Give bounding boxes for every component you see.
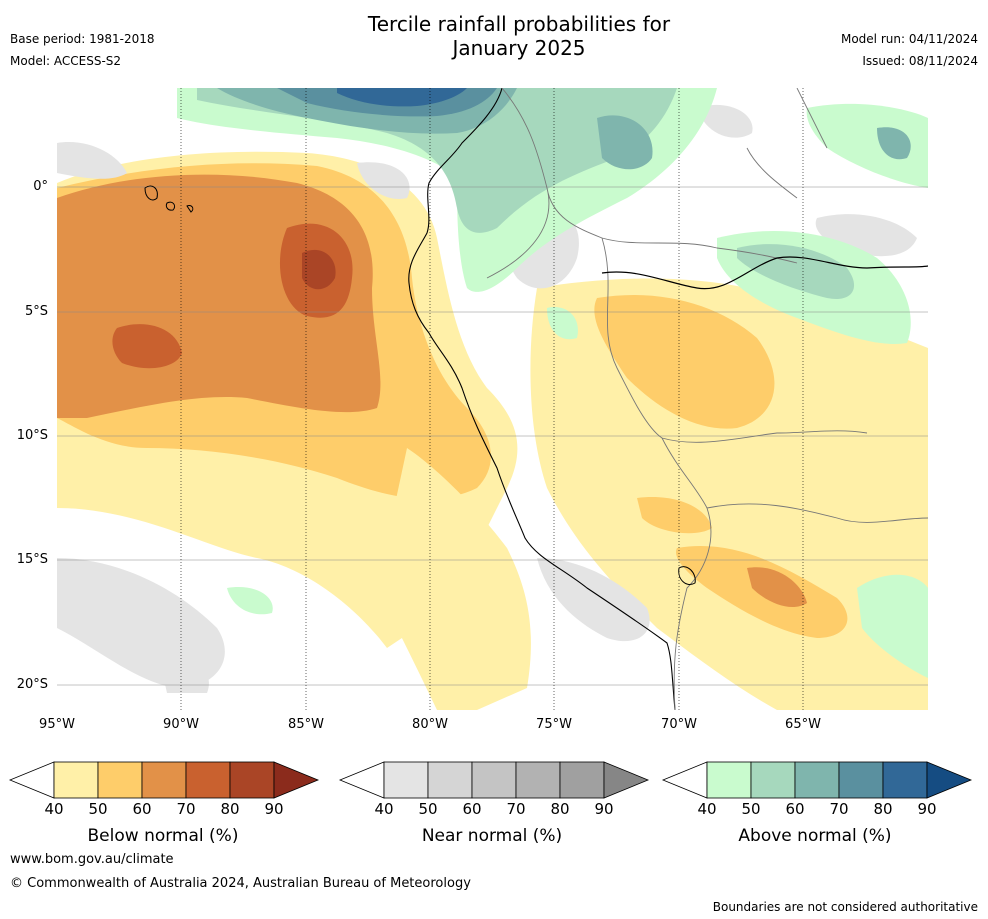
lon-tick-75w: 75°W	[536, 717, 572, 732]
colorbar-extend-low	[8, 761, 55, 799]
below-80-ocean	[302, 249, 336, 290]
model-text: Model: ACCESS-S2	[10, 54, 122, 68]
meta-right: Model run: 04/11/2024 Issued: 08/11/2024	[841, 28, 978, 72]
model-run-text: Model run: 04/11/2024	[840, 32, 978, 46]
colorbar-tick-label: 50	[741, 800, 761, 818]
colorbar-segment	[53, 761, 99, 799]
colorbar-tick-label: 40	[697, 800, 717, 818]
colorbar-segment	[750, 761, 796, 799]
near-patch-east	[697, 104, 917, 257]
near-patch-southwest	[57, 558, 225, 693]
colorbar-below-normal	[8, 761, 320, 799]
colorbar-segment	[427, 761, 473, 799]
colorbar-tick-label: 90	[917, 800, 937, 818]
base-period-text: Base period: 1981-2018	[10, 32, 155, 46]
map-canvas	[57, 88, 928, 710]
colorbar-segment	[185, 761, 231, 799]
lon-tick-70w: 70°W	[661, 717, 697, 732]
colorbar-tick-label: 70	[829, 800, 849, 818]
above-40-northeast	[806, 103, 928, 188]
above-50-north	[197, 88, 677, 233]
above-60-north	[217, 88, 653, 170]
colorbar-tick-label: 80	[873, 800, 893, 818]
colorbar-extend-low	[338, 761, 385, 799]
above-40-southeast	[857, 574, 928, 678]
lon-tick-90w: 90°W	[163, 717, 199, 732]
colorbar-tick-label: 50	[88, 800, 108, 818]
below-70-ocean	[112, 223, 353, 369]
chart-title: Tercile rainfall probabilities for Janua…	[0, 12, 988, 60]
colorbar-label-near: Near normal (%)	[421, 826, 563, 846]
colorbar-label-below: Below normal (%)	[87, 826, 239, 846]
colorbar-above-normal	[661, 761, 973, 799]
title-line-2: January 2025	[452, 36, 586, 60]
colorbar-segment	[706, 761, 752, 799]
colorbar-tick-label: 80	[550, 800, 570, 818]
lon-tick-85w: 85°W	[288, 717, 324, 732]
above-normal-regions	[177, 88, 928, 678]
lat-tick-20s: 20°S	[16, 677, 48, 692]
above-50-amazon	[737, 244, 855, 299]
amazon-river	[601, 256, 928, 290]
colorbar-tick-label: 70	[176, 800, 196, 818]
colorbar-segment	[559, 761, 605, 799]
footer-disclaimer: Boundaries are not considered authoritat…	[712, 900, 978, 914]
above-80-north	[337, 88, 467, 107]
lon-tick-95w: 95°W	[39, 717, 75, 732]
lat-tick-5s: 5°S	[24, 304, 48, 319]
colorbar-extend-low	[661, 761, 708, 799]
border-lines	[486, 88, 928, 710]
colorbar-tick-label: 60	[132, 800, 152, 818]
footer-copyright: © Commonwealth of Australia 2024, Austra…	[10, 876, 471, 891]
colorbar-tick-label: 70	[506, 800, 526, 818]
colorbar-label-above: Above normal (%)	[738, 826, 892, 846]
colorbar-segment	[229, 761, 275, 799]
lat-tick-0: 0°	[33, 179, 48, 194]
colorbar-segment	[882, 761, 928, 799]
colorbar-tick-label: 90	[264, 800, 284, 818]
colorbar-segment	[383, 761, 429, 799]
colorbar-extend-high	[273, 761, 320, 799]
colorbar-segment	[515, 761, 561, 799]
near-patch-north	[57, 142, 410, 199]
lat-tick-15s: 15°S	[16, 552, 48, 567]
colorbars	[8, 761, 973, 799]
below-normal-regions	[57, 151, 928, 710]
lake-titicaca	[678, 566, 696, 585]
colorbar-tick-label: 90	[594, 800, 614, 818]
lat-tick-10s: 10°S	[16, 428, 48, 443]
coastline-south-america	[408, 88, 676, 710]
colorbar-tick-label: 40	[374, 800, 394, 818]
colorbar-tick-label: 60	[785, 800, 805, 818]
colorbar-segment	[97, 761, 143, 799]
above-60-northeast	[877, 127, 911, 160]
colorbar-segment	[838, 761, 884, 799]
colorbar-tick-label: 80	[220, 800, 240, 818]
lon-tick-65w: 65°W	[785, 717, 821, 732]
colorbar-tick-label: 40	[44, 800, 64, 818]
colorbar-tick-label: 50	[418, 800, 438, 818]
meta-left: Base period: 1981-2018 Model: ACCESS-S2	[10, 28, 155, 72]
below-50-interior	[594, 294, 848, 638]
colorbar-near-normal	[338, 761, 650, 799]
galapagos-islands	[144, 185, 194, 213]
colorbar-extend-high	[926, 761, 973, 799]
title-line-1: Tercile rainfall probabilities for	[367, 12, 671, 36]
colorbar-segment	[471, 761, 517, 799]
below-40-coast	[377, 448, 531, 710]
colorbar-segment	[141, 761, 187, 799]
probability-map	[57, 88, 928, 710]
lon-tick-80w: 80°W	[412, 717, 448, 732]
graticule	[57, 88, 928, 710]
colorbar-tick-label: 60	[462, 800, 482, 818]
colorbar-extend-high	[603, 761, 650, 799]
near-patch-coast	[537, 558, 650, 642]
below-60-interior	[747, 567, 807, 608]
colorbar-segment	[794, 761, 840, 799]
footer-url: www.bom.gov.au/climate	[10, 852, 174, 867]
issued-text: Issued: 08/11/2024	[862, 54, 978, 68]
coastlines	[144, 88, 928, 710]
